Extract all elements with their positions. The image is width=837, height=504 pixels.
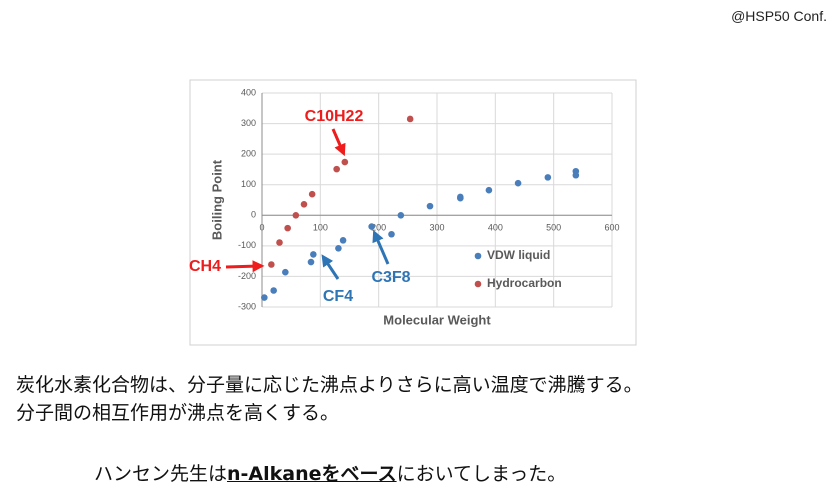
annotation-arrow [372,229,390,265]
data-point [307,258,315,266]
y-tick-label: -300 [238,301,256,311]
data-point [514,179,522,187]
annotation: CH4 [189,258,221,275]
legend-label: VDW liquid [487,248,550,262]
data-point [335,245,342,252]
data-point [485,186,493,194]
y-tick-label: 100 [241,179,256,189]
data-point [333,165,340,173]
data-point [406,115,414,123]
annotation: C3F8 [371,269,410,286]
data-point [292,211,300,219]
data-point [426,202,434,210]
y-tick-label: 400 [241,87,256,97]
x-tick-label: 500 [546,223,561,233]
annotation: C10H22 [305,108,364,125]
data-point [284,224,291,232]
data-point [310,251,317,258]
note-emphasis: n-Alkaneをベース [227,463,397,485]
y-tick-label: 300 [241,118,256,128]
legend-label: Hydrocarbon [487,276,562,290]
data-point [268,261,275,268]
annotation-arrow [225,260,265,273]
data-point [572,171,580,179]
legend-marker [474,252,482,260]
data-point [544,174,552,181]
credit: @HSP50 Conf. [731,8,827,24]
data-point [388,230,395,238]
y-tick-label: 200 [241,149,256,159]
data-point [300,200,308,208]
x-tick-label: 400 [488,223,503,233]
annotation-arrow [331,128,346,157]
x-axis-title: Molecular Weight [383,312,491,327]
data-point [457,193,464,201]
x-tick-label: 200 [371,223,386,233]
x-tick-label: 100 [313,223,328,233]
annotation-arrow [321,254,340,280]
data-point [308,190,316,198]
annotation: CF4 [323,288,353,305]
y-axis-title: Boiling Point [209,159,224,240]
x-tick-label: 300 [429,223,444,233]
data-point [341,158,349,166]
data-point [282,268,289,276]
y-tick-label: -100 [238,240,256,250]
x-tick-label: 600 [604,223,619,233]
data-point [270,287,277,294]
body-line: 炭化水素化合物は、分子量に応じた沸点よりさらに高い温度で沸騰する。 [16,374,643,396]
note-text: ハンセン先生は [94,463,228,485]
data-point [368,223,375,230]
note-text: においてしまった。 [396,463,567,485]
data-point [397,211,405,219]
note-line: ハンセン先生はn-Alkaneをベースにおいてしまった。 [94,459,566,486]
data-point [261,294,268,301]
y-tick-label: 0 [251,210,256,220]
data-point [276,239,283,246]
y-tick-label: -200 [238,271,256,281]
legend-marker [474,280,482,288]
chart-frame [189,79,637,346]
data-point [339,237,347,244]
body-line: 分子間の相互作用が沸点を高くする。 [16,402,340,424]
